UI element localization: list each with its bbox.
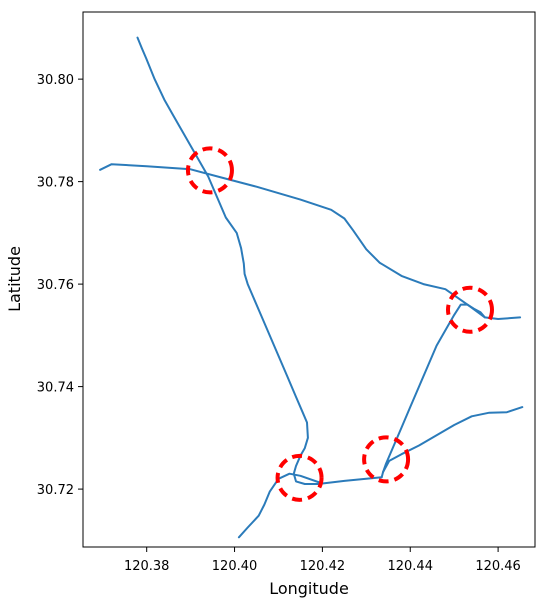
x-tick-label: 120.42: [300, 559, 346, 574]
highlight-circle-2: [445, 285, 494, 334]
y-axis-label: Latitude: [5, 246, 24, 312]
y-tick-label: 30.72: [37, 483, 74, 498]
x-tick-label: 120.38: [124, 559, 170, 574]
y-tick-label: 30.80: [37, 73, 74, 88]
highlight-circle-3: [362, 435, 411, 484]
x-tick-label: 120.40: [212, 559, 258, 574]
x-tick-label: 120.44: [387, 559, 433, 574]
x-axis-label: Longitude: [269, 579, 349, 598]
ticks: 120.38 120.40 120.42 120.44 120.46 30.72 30.74…: [37, 73, 521, 574]
road-line-4: [380, 303, 486, 479]
y-tick-label: 30.78: [37, 176, 74, 191]
highlight-circles: [185, 146, 494, 502]
y-tick-label: 30.76: [37, 278, 74, 293]
road-line-5: [382, 406, 524, 474]
road-line-1: [136, 36, 322, 485]
plot-frame: [82, 11, 536, 548]
highlight-circle-1: [185, 146, 234, 195]
road-line-3: [237, 472, 383, 539]
series-lines: [99, 36, 524, 539]
x-tick-label: 120.46: [475, 559, 521, 574]
highlight-circle-4: [275, 453, 324, 502]
y-tick-label: 30.74: [37, 381, 74, 396]
road-line-2: [99, 163, 522, 320]
